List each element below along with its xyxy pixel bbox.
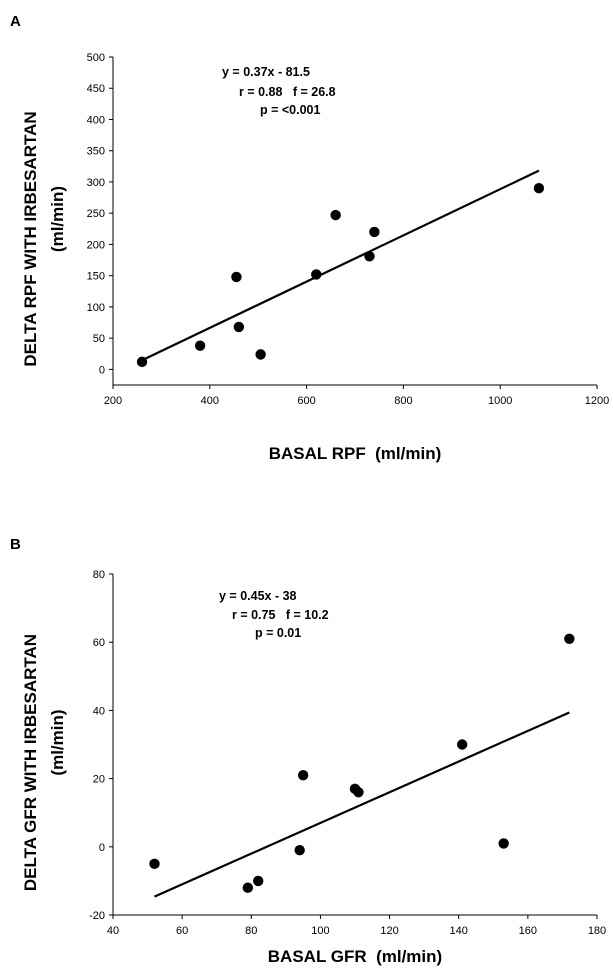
panel-a-data-point [231,271,242,283]
panel-a-data-point [364,251,375,262]
panel-b-data-point [456,739,468,750]
panel-b-y-tick-label: -20 [89,910,105,922]
panel-a-data-point [533,183,545,194]
panel-b-x-tick-label: 140 [450,925,468,937]
panel-a-letter: A [10,13,21,30]
panel-a-data-point [255,349,266,360]
panel-b-data-point [297,769,309,781]
panel-b-x-tick-label: 180 [588,925,606,937]
panel-b-data-point [294,845,305,856]
panel-a-y-tick-label: 300 [87,177,105,189]
panel-a-y-tick-label: 450 [87,83,105,95]
panel-a-annotation: r = 0.88 f = 26.8 [239,85,336,99]
panel-b-x-tick-label: 160 [519,925,537,937]
panel-b-y-axis-title: DELTA GFR WITH IRBESARTAN [21,634,40,891]
panel-a-data-point [330,209,341,221]
panel-b-data-point [353,787,364,798]
panel-a-y-tick-label: 100 [87,302,105,314]
panel-b-regression-line [154,711,570,898]
panel-a-y-tick-label: 400 [87,114,105,126]
panel-a-y-tick-label: 500 [87,52,105,64]
panel-a-x-axis-title: BASAL RPF (ml/min) [269,444,442,463]
panel-a-x-tick-label: 1000 [488,395,512,407]
panel-a-data-point [136,356,148,368]
panel-b-x-axis-title: BASAL GFR (ml/min) [268,947,442,966]
panel-a-y-tick-label: 250 [87,208,105,220]
panel-a-x-tick-label: 1200 [585,395,609,407]
panel-b-letter: B [10,536,21,553]
panel-a-x-tick-label: 200 [104,395,122,407]
panel-b-y-tick-label: 40 [93,705,105,717]
panel-a-y-tick-label: 350 [87,146,105,158]
panel-b-data-point [242,882,254,893]
panel-a-y-tick-label: 200 [87,239,105,251]
panel-a-x-tick-label: 800 [394,395,412,407]
panel-a-data-point [233,321,245,333]
panel-a-x-tick-label: 400 [201,395,219,407]
panel-a-y-tick-label: 0 [99,364,105,376]
panel-a-data-point [194,340,206,351]
panel-b-y-tick-label: 0 [99,842,105,854]
panel-a-y-tick-label: 150 [87,271,105,283]
panel-b-data-point [564,633,575,644]
panel-a-y-tick-label: 50 [93,333,105,345]
panel-b-annotation: y = 0.45x - 38 [219,589,297,603]
panel-b-x-tick-label: 40 [107,925,119,937]
panel-a-annotation: y = 0.37x - 81.5 [222,65,310,79]
panel-b-y-tick-label: 80 [93,569,105,581]
panel-b-x-tick-label: 120 [380,925,398,937]
panel-b-x-tick-label: 80 [245,925,257,937]
panel-a-y-axis-title: DELTA RPF WITH IRBESARTAN [21,111,40,366]
panel-a-x-tick-label: 600 [297,395,315,407]
panel-a-regression-line [141,169,540,362]
panel-b-x-tick-label: 100 [311,925,329,937]
panel-b-data-point [149,858,160,870]
panel-b-data-point [498,838,509,849]
panel-a-y-axis-unit: (ml/min) [48,186,67,252]
panel-b-y-axis-unit: (ml/min) [48,709,67,775]
panel-b-annotation: p = 0.01 [255,626,301,640]
panel-a-data-point [369,226,380,238]
panel-b-annotation: r = 0.75 f = 10.2 [232,608,329,622]
panel-b-x-tick-label: 60 [176,925,188,937]
panel-b-data-point [253,875,264,887]
panel-a-annotation: p = <0.001 [260,103,321,117]
panel-a-data-point [311,269,322,280]
panel-b-y-tick-label: 20 [93,774,105,786]
panel-b-y-tick-label: 60 [93,637,105,649]
